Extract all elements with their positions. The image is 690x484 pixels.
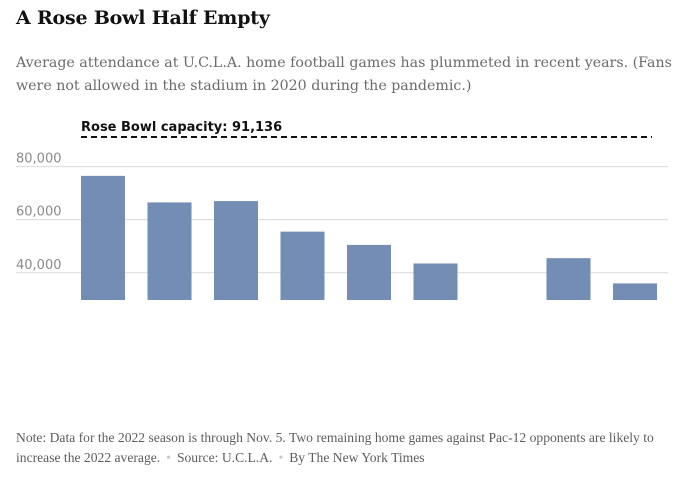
y-tick-label: 60,000 bbox=[16, 205, 62, 220]
y-tick-label: 40,000 bbox=[16, 258, 62, 273]
bar-2015 bbox=[147, 202, 192, 300]
separator-dot: • bbox=[166, 450, 171, 465]
headline: A Rose Bowl Half Empty bbox=[16, 7, 270, 29]
bar-2014 bbox=[81, 175, 125, 300]
bar-2019 bbox=[413, 263, 458, 300]
separator-dot: • bbox=[278, 450, 284, 465]
source-text: Source: U.C.L.A. bbox=[176, 450, 273, 465]
dek: Average attendance at U.C.L.A. home foot… bbox=[16, 55, 672, 94]
footnote: Note: Data for the 2022 season is throug… bbox=[16, 428, 680, 468]
bar-2021 bbox=[546, 258, 591, 300]
capacity-label: Rose Bowl capacity: 91,136 bbox=[81, 120, 282, 135]
bar-chart: 020,00040,00060,00080,000201420152016201… bbox=[16, 120, 668, 300]
bar-2018 bbox=[347, 244, 391, 300]
note-text: Note: Data for the 2022 season is throug… bbox=[16, 430, 654, 465]
bar-2016 bbox=[214, 201, 258, 300]
bar-2017 bbox=[280, 231, 325, 300]
y-tick-label: 80,000 bbox=[16, 152, 62, 167]
bar-2022 bbox=[613, 283, 657, 300]
credit-text: By The New York Times bbox=[289, 450, 425, 465]
